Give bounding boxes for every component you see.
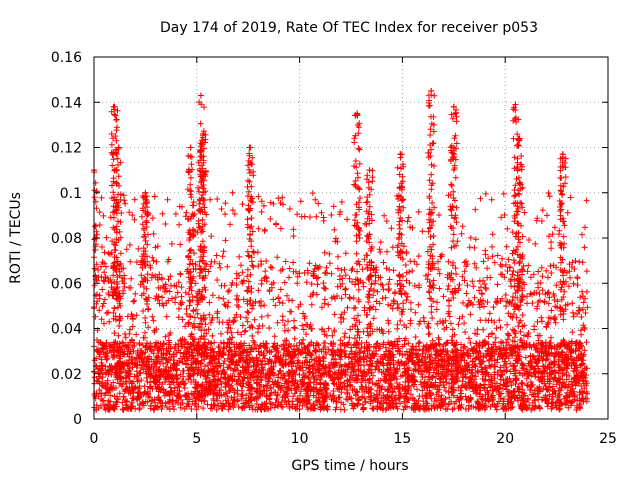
y-tick-label: 0.06 bbox=[51, 276, 82, 292]
axis-ticks: 0 5 10 15 20 25 0 0.02 0.04 0.06 0.08 0.1 0.12 0.14 0.… bbox=[51, 50, 617, 447]
peak-point bbox=[115, 144, 122, 151]
peak-point bbox=[247, 144, 254, 151]
peak-point bbox=[450, 103, 457, 110]
peak-point bbox=[187, 144, 194, 151]
x-tick-label: 25 bbox=[599, 431, 617, 447]
y-axis-label: ROTI / TECUs bbox=[8, 192, 24, 284]
y-tick-label: 0 bbox=[73, 412, 82, 428]
y-tick-label: 0.16 bbox=[51, 50, 82, 66]
x-tick-label: 0 bbox=[90, 431, 99, 447]
y-tick-label: 0.14 bbox=[51, 95, 82, 111]
x-axis-label: GPS time / hours bbox=[291, 458, 408, 474]
y-tick-label: 0.02 bbox=[51, 367, 82, 383]
x-tick-label: 15 bbox=[393, 431, 411, 447]
peak-point bbox=[428, 87, 435, 94]
chart-title: Day 174 of 2019, Rate Of TEC Index for r… bbox=[160, 20, 538, 36]
y-tick-label: 0.1 bbox=[60, 186, 82, 202]
y-tick-label: 0.04 bbox=[51, 322, 82, 338]
peak-point bbox=[142, 189, 149, 196]
x-tick-label: 5 bbox=[192, 431, 201, 447]
peak-point bbox=[199, 130, 206, 137]
y-tick-label: 0.12 bbox=[51, 141, 82, 157]
peak-point bbox=[354, 110, 361, 117]
peak-point bbox=[397, 151, 404, 158]
peak-point bbox=[366, 167, 373, 174]
peak-point bbox=[111, 103, 118, 110]
peak-point bbox=[512, 101, 519, 108]
peak-point bbox=[559, 151, 566, 158]
peak-point bbox=[516, 135, 523, 142]
data-points bbox=[91, 87, 591, 413]
x-tick-label: 10 bbox=[291, 431, 309, 447]
scatter-markers bbox=[91, 87, 591, 413]
y-tick-label: 0.08 bbox=[51, 231, 82, 247]
x-tick-label: 20 bbox=[496, 431, 514, 447]
peak-point bbox=[197, 92, 204, 99]
